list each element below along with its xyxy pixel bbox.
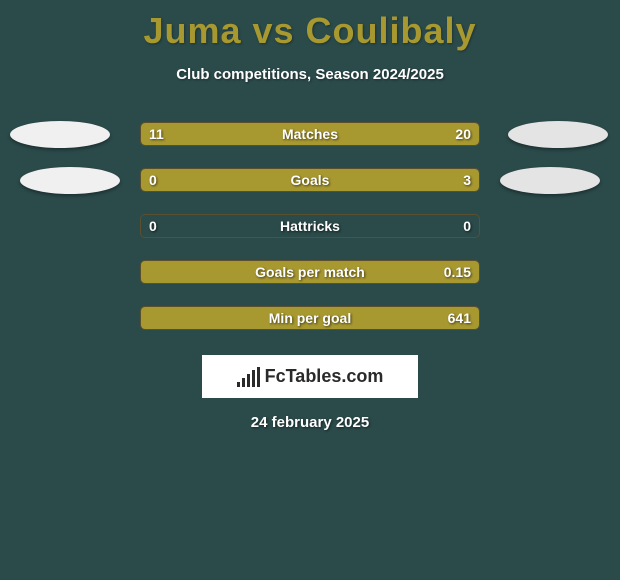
value-right: 641 xyxy=(448,307,471,330)
bar-track: 11 Matches 20 xyxy=(140,122,480,146)
team-badge-left xyxy=(10,121,110,148)
bar-track: 0 Hattricks 0 xyxy=(140,214,480,238)
value-left: 0 xyxy=(149,169,157,192)
comparison-chart: 11 Matches 20 0 Goals 3 0 Hattricks 0 xyxy=(0,111,620,341)
bar-track: 0 Goals 3 xyxy=(140,168,480,192)
bar-fill-right xyxy=(141,307,479,329)
bar-fill-right xyxy=(249,123,479,145)
value-right: 3 xyxy=(463,169,471,192)
logo-text: FcTables.com xyxy=(265,366,384,387)
source-logo: FcTables.com xyxy=(202,355,418,398)
subtitle: Club competitions, Season 2024/2025 xyxy=(0,66,620,83)
bar-fill-right xyxy=(141,261,479,283)
bar-track: Goals per match 0.15 xyxy=(140,260,480,284)
page-title: Juma vs Coulibaly xyxy=(0,0,620,52)
bar-track: Min per goal 641 xyxy=(140,306,480,330)
team-badge-right xyxy=(500,167,600,194)
date-label: 24 february 2025 xyxy=(0,414,620,431)
stat-row-goals: 0 Goals 3 xyxy=(0,157,620,203)
stat-label: Hattricks xyxy=(141,215,479,238)
stat-row-matches: 11 Matches 20 xyxy=(0,111,620,157)
chart-icon xyxy=(237,367,260,387)
value-right: 20 xyxy=(455,123,471,146)
stat-row-hattricks: 0 Hattricks 0 xyxy=(0,203,620,249)
value-right: 0.15 xyxy=(444,261,471,284)
team-badge-right xyxy=(508,121,608,148)
value-right: 0 xyxy=(463,215,471,238)
team-badge-left xyxy=(20,167,120,194)
value-left: 0 xyxy=(149,215,157,238)
bar-fill-right xyxy=(202,169,479,191)
value-left: 11 xyxy=(149,123,164,146)
stat-row-gpm: Goals per match 0.15 xyxy=(0,249,620,295)
stat-row-mpg: Min per goal 641 xyxy=(0,295,620,341)
